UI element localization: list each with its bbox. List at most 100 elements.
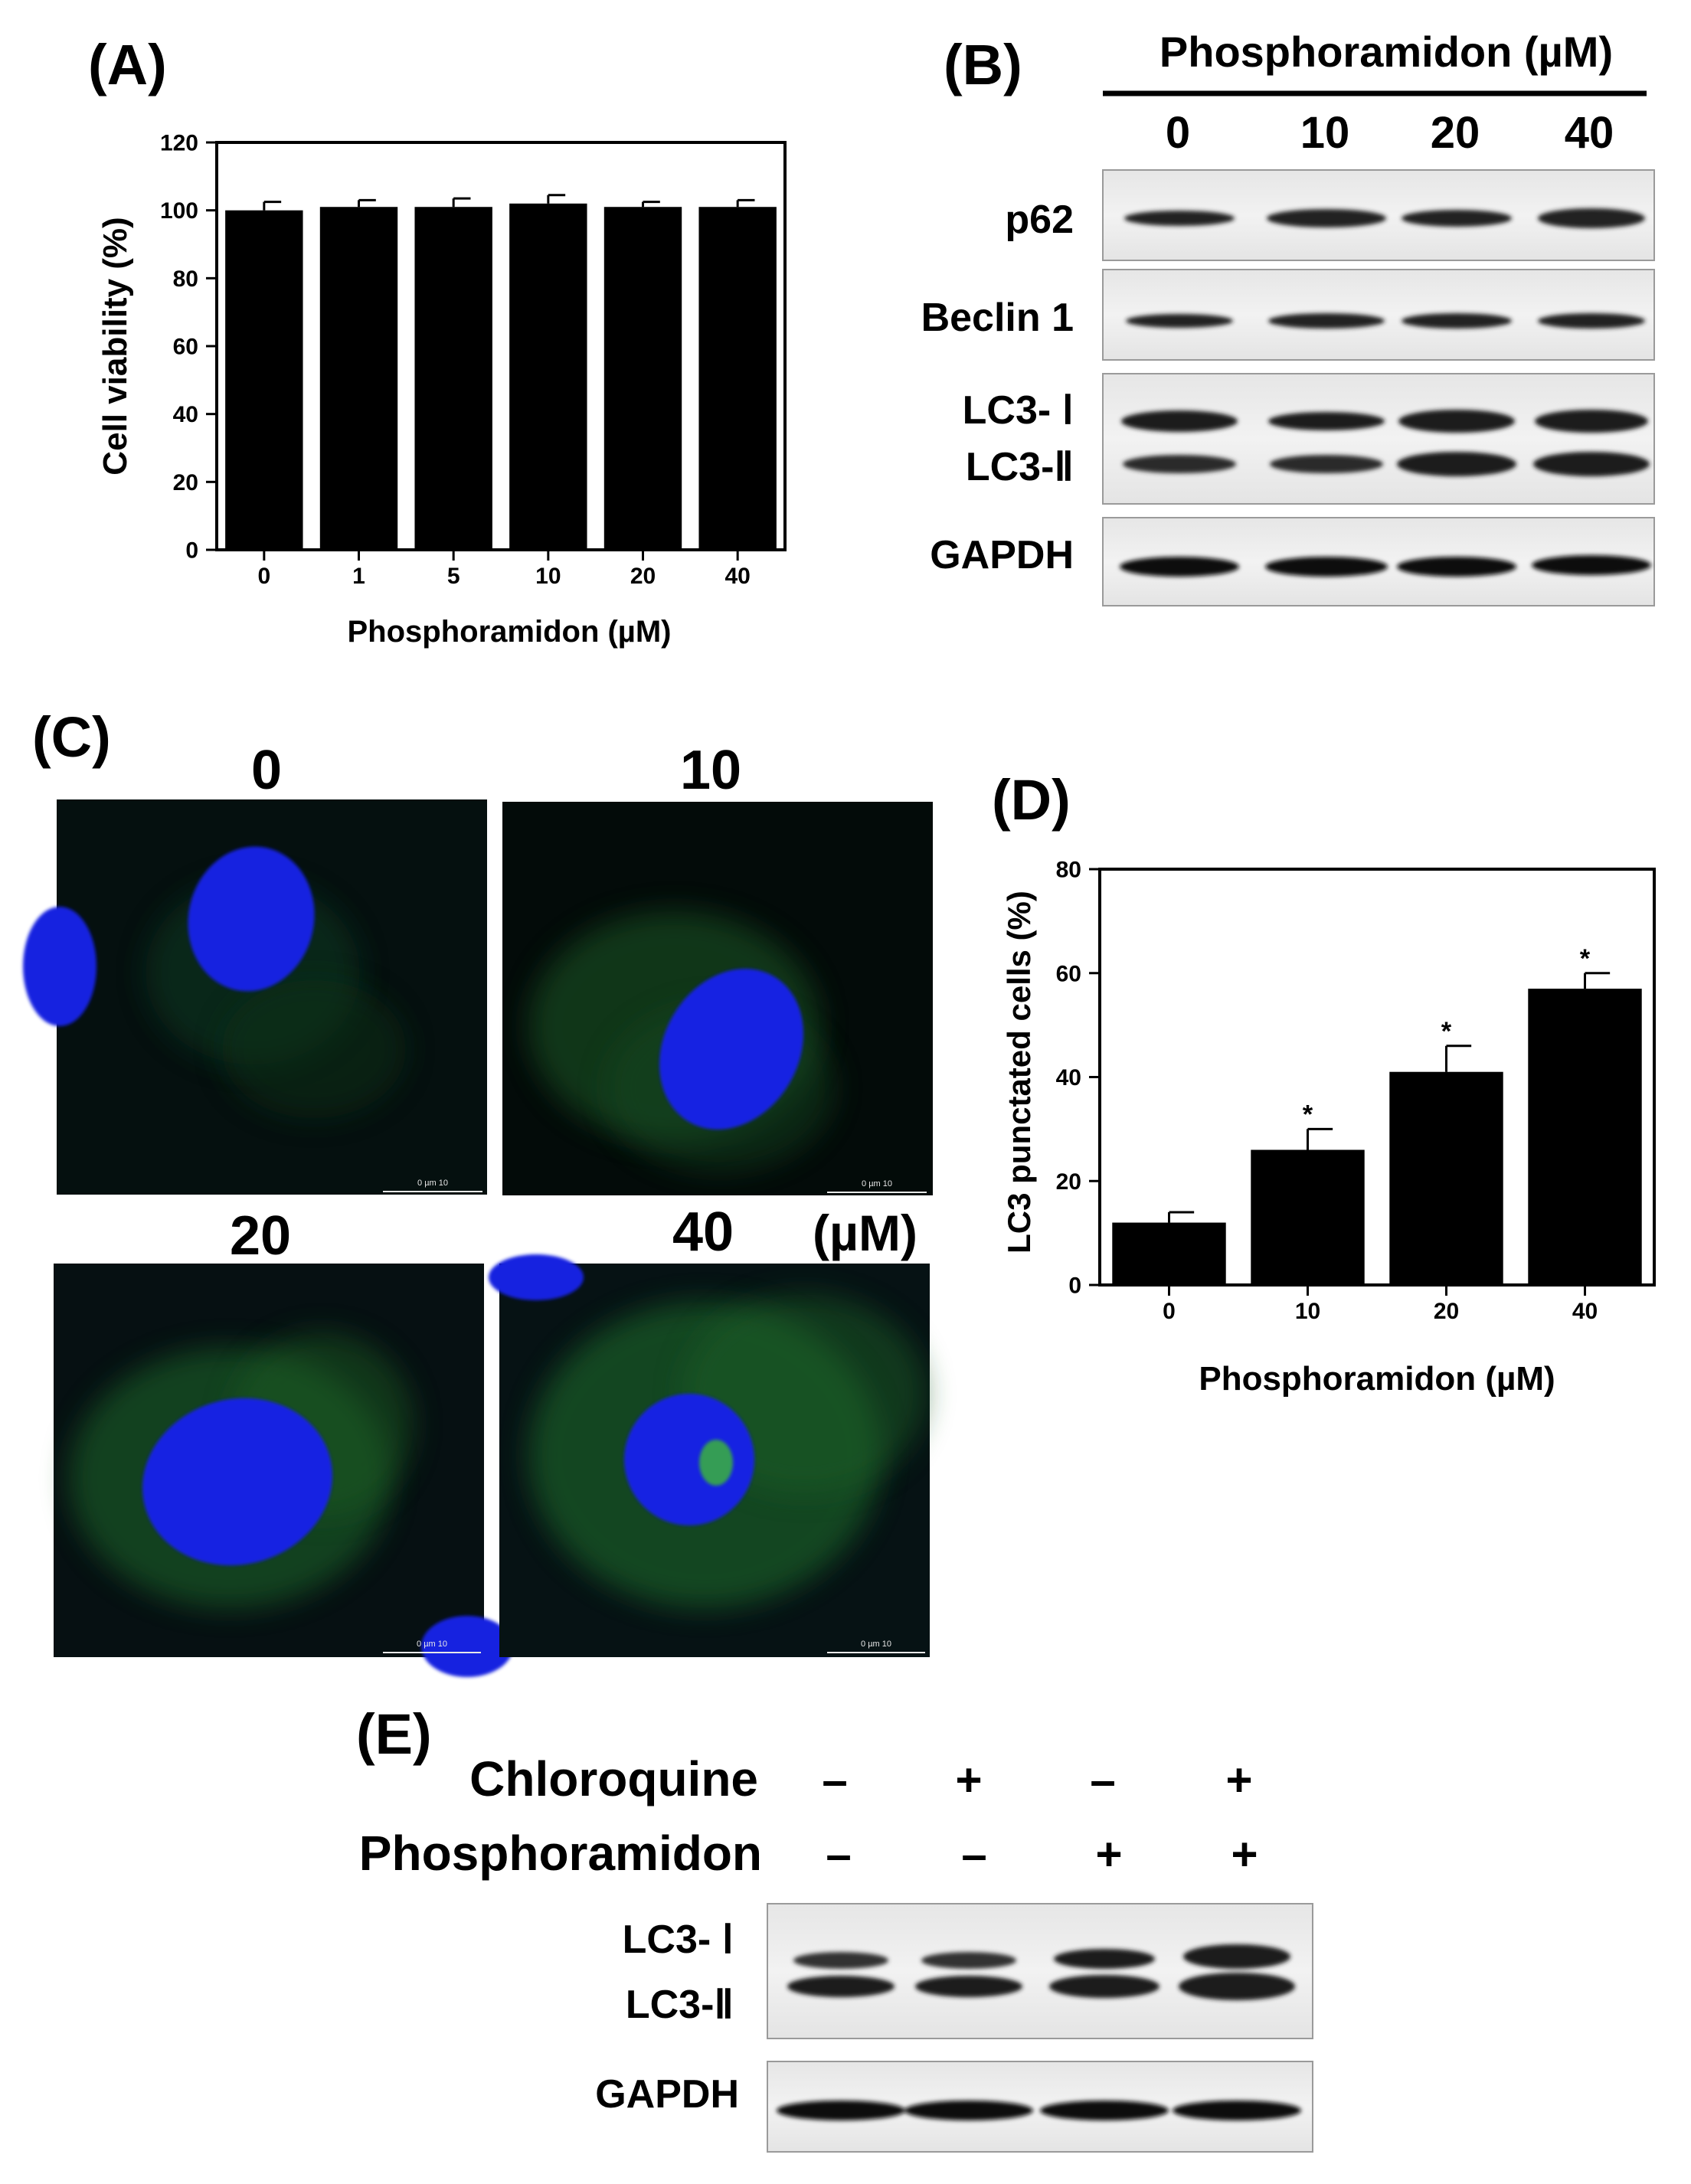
bar	[1389, 1071, 1503, 1285]
tile-label: 10	[680, 740, 741, 801]
sign: +	[1225, 1754, 1252, 1806]
lane-label: 0	[1166, 108, 1190, 158]
chart-a: Cell viability (%) Phosphoramidon (µM) 0…	[96, 131, 787, 649]
sign: –	[822, 1754, 847, 1806]
bar	[698, 207, 777, 550]
panel-e: (E) Chloroquine Phosphoramidon – + – + –…	[356, 1702, 1313, 2153]
y-tick-label: 100	[160, 198, 198, 224]
blot-label-gapdh: GAPDH	[930, 533, 1074, 577]
y-tick-label: 0	[185, 538, 198, 564]
micrograph-0: 0 µm 10	[23, 799, 487, 1195]
scale-bar-label: 0 µm 10	[417, 1640, 447, 1649]
x-tick-label: 10	[535, 564, 561, 589]
sign: –	[961, 1829, 986, 1880]
blot-label-lc3-ii: LC3-Ⅱ	[626, 1983, 734, 2027]
scale-bar: 0 µm 10	[827, 1640, 925, 1653]
x-tick-label: 40	[1572, 1299, 1598, 1324]
blot-lc3-e	[767, 1903, 1313, 2039]
x-tick-label: 40	[724, 564, 750, 589]
lane-label: 10	[1300, 108, 1350, 158]
y-tick-label: 20	[1056, 1169, 1081, 1195]
bar	[1112, 1222, 1226, 1285]
bar	[1528, 989, 1642, 1285]
scale-bar-label: 0 µm 10	[862, 1179, 892, 1188]
treatment-label-phosphoramidon: Phosphoramidon	[359, 1826, 762, 1881]
blot-label-lc3-i: LC3- Ⅰ	[963, 388, 1074, 433]
x-tick-label: 5	[447, 564, 460, 589]
panel-b: (B) Phosphoramidon (µM) 0 10 20 40 p62 B…	[921, 28, 1655, 606]
blot-gapdh-e	[767, 2061, 1313, 2153]
significance-marker: *	[1580, 944, 1591, 973]
chart-d: LC3 punctated cells (%) Phosphoramidon (…	[1001, 858, 1656, 1398]
sign: +	[955, 1754, 982, 1806]
micrograph-40: 0 µm 10	[489, 1254, 930, 1657]
significance-marker: *	[1303, 1100, 1313, 1129]
tile-label: 20	[230, 1205, 291, 1267]
bar	[414, 207, 492, 550]
scale-bar: 0 µm 10	[827, 1179, 927, 1193]
panel-d-letter: (D)	[992, 768, 1071, 832]
sign: –	[826, 1829, 851, 1880]
blot-p62	[1102, 169, 1655, 261]
panel-b-letter: (B)	[944, 33, 1022, 96]
sign: –	[1090, 1754, 1115, 1806]
x-tick-label: 1	[352, 564, 365, 589]
blot-gapdh-b	[1102, 517, 1655, 606]
bar	[225, 210, 303, 550]
blot-label-p62: p62	[1005, 198, 1074, 242]
y-tick-label: 40	[1056, 1065, 1081, 1090]
significance-marker: *	[1441, 1017, 1452, 1046]
panel-c-letter: (C)	[32, 705, 111, 769]
blot-label-beclin1: Beclin 1	[921, 296, 1074, 340]
y-tick-label: 60	[173, 335, 198, 360]
sign: +	[1231, 1829, 1258, 1880]
y-tick-label: 20	[173, 470, 198, 495]
scale-bar-label: 0 µm 10	[417, 1179, 448, 1188]
y-tick-label: 60	[1056, 961, 1081, 986]
treatment-label-chloroquine: Chloroquine	[469, 1751, 758, 1806]
chart-d-ylabel: LC3 punctated cells (%)	[1001, 891, 1037, 1254]
tile-label: 0	[251, 740, 282, 801]
bar	[603, 207, 682, 550]
chart-a-ylabel: Cell viability (%)	[96, 217, 134, 475]
tile-label: 40	[672, 1202, 734, 1263]
bar	[509, 203, 587, 550]
micrograph-10: 0 µm 10	[502, 802, 933, 1195]
micrograph-20: 0 µm 10	[54, 1264, 513, 1677]
blot-beclin1	[1102, 269, 1655, 361]
blot-label-gapdh: GAPDH	[595, 2072, 739, 2117]
y-tick-label: 80	[173, 266, 198, 292]
panel-b-header: Phosphoramidon (µM)	[1159, 28, 1613, 76]
chart-d-xlabel: Phosphoramidon (µM)	[1199, 1360, 1555, 1398]
x-tick-label: 20	[1434, 1299, 1459, 1324]
bar	[1251, 1149, 1365, 1285]
blot-label-lc3-i: LC3- Ⅰ	[623, 1918, 734, 1962]
x-tick-label: 0	[257, 564, 270, 589]
bar	[319, 207, 398, 550]
panel-a-letter: (A)	[88, 33, 167, 96]
lane-label: 40	[1565, 108, 1614, 158]
x-tick-label: 20	[630, 564, 656, 589]
scale-bar: 0 µm 10	[383, 1640, 481, 1653]
x-tick-label: 0	[1163, 1299, 1176, 1324]
panel-b-lane-labels: 0 10 20 40	[1166, 108, 1614, 158]
lane-label: 20	[1431, 108, 1480, 158]
y-tick-label: 0	[1068, 1273, 1081, 1299]
panel-c-unit: (µM)	[813, 1205, 917, 1261]
scale-bar-label: 0 µm 10	[861, 1640, 891, 1649]
sign: +	[1095, 1829, 1122, 1880]
treatment-signs: – + – + – – + +	[822, 1754, 1258, 1880]
blot-label-lc3-ii: LC3-Ⅱ	[966, 445, 1074, 489]
x-tick-label: 10	[1295, 1299, 1320, 1324]
blot-lc3-b	[1102, 373, 1655, 505]
y-tick-label: 120	[160, 131, 198, 156]
panel-e-letter: (E)	[356, 1702, 432, 1766]
panel-c: (C) 0 10 20 40 (µM) 0 µm 10 0	[23, 705, 933, 1677]
panel-a: (A) Cell viability (%) Phosphoramidon (µ…	[88, 33, 787, 649]
scale-bar: 0 µm 10	[383, 1179, 482, 1192]
y-tick-label: 80	[1056, 858, 1081, 883]
y-tick-label: 40	[173, 402, 198, 427]
panel-d: (D) LC3 punctated cells (%) Phosphoramid…	[992, 768, 1656, 1398]
chart-a-xlabel: Phosphoramidon (µM)	[347, 615, 671, 649]
